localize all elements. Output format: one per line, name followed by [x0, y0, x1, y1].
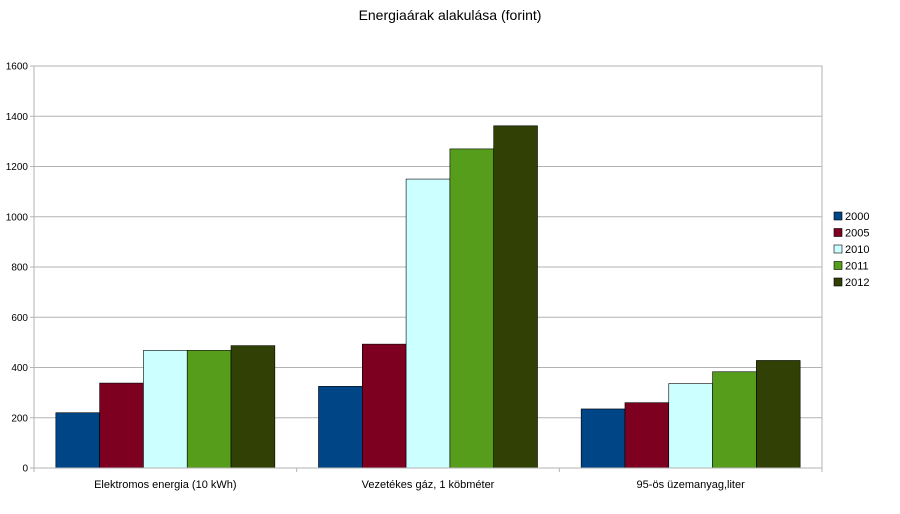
bar-2010 — [143, 350, 188, 469]
y-tick-label: 1400 — [6, 112, 29, 123]
y-axis-ticks: 0 200 400 600 800 1000 1200 1400 1600 — [6, 62, 34, 475]
y-tick-label: 800 — [11, 263, 28, 274]
legend: 2000 2005 2010 2011 2012 — [833, 211, 869, 289]
legend-label: 2012 — [845, 277, 869, 289]
bar-2005 — [361, 343, 407, 469]
y-tick-label: 0 — [22, 464, 28, 475]
legend-swatch — [833, 277, 843, 287]
y-tick-label: 200 — [11, 413, 28, 424]
legend-swatch — [833, 211, 843, 221]
bar-2010 — [405, 178, 451, 469]
bar-2011 — [712, 371, 757, 469]
x-category-label: Elektromos energia (10 kWh) — [94, 479, 236, 491]
legend-swatch — [833, 261, 843, 270]
bar-2011 — [449, 148, 494, 469]
legend-label: 2000 — [845, 211, 869, 223]
bars — [55, 125, 801, 469]
bar-2012 — [756, 360, 801, 469]
bar-2005 — [624, 402, 670, 469]
bar-2011 — [186, 350, 232, 469]
y-tick-label: 400 — [11, 363, 28, 374]
y-tick-label: 1600 — [6, 62, 29, 73]
bar-2000 — [55, 412, 100, 469]
legend-label: 2011 — [845, 261, 869, 273]
bar-2012 — [230, 345, 276, 469]
y-tick-label: 600 — [11, 313, 28, 324]
chart-title: Energiaárak alakulása (forint) — [358, 7, 542, 23]
bar-2005 — [99, 382, 144, 469]
plot-frame — [33, 65, 823, 469]
y-tick-label: 1000 — [6, 212, 29, 223]
x-category-label: 95-ös üzemanyag,liter — [637, 479, 746, 491]
axes — [33, 65, 823, 472]
bar-2000 — [318, 386, 363, 469]
legend-label: 2005 — [845, 228, 869, 240]
y-tick-label: 1200 — [6, 162, 29, 173]
legend-label: 2010 — [845, 244, 869, 256]
bar-2012 — [493, 125, 538, 469]
x-category-label: Vezetékes gáz, 1 köbméter — [362, 479, 495, 491]
bar-2000 — [580, 408, 626, 469]
bar-2010 — [668, 383, 713, 469]
legend-swatch — [833, 244, 843, 254]
x-axis-categories: Elektromos energia (10 kWh) Vezetékes gáz… — [94, 479, 745, 491]
legend-swatch — [833, 228, 843, 237]
